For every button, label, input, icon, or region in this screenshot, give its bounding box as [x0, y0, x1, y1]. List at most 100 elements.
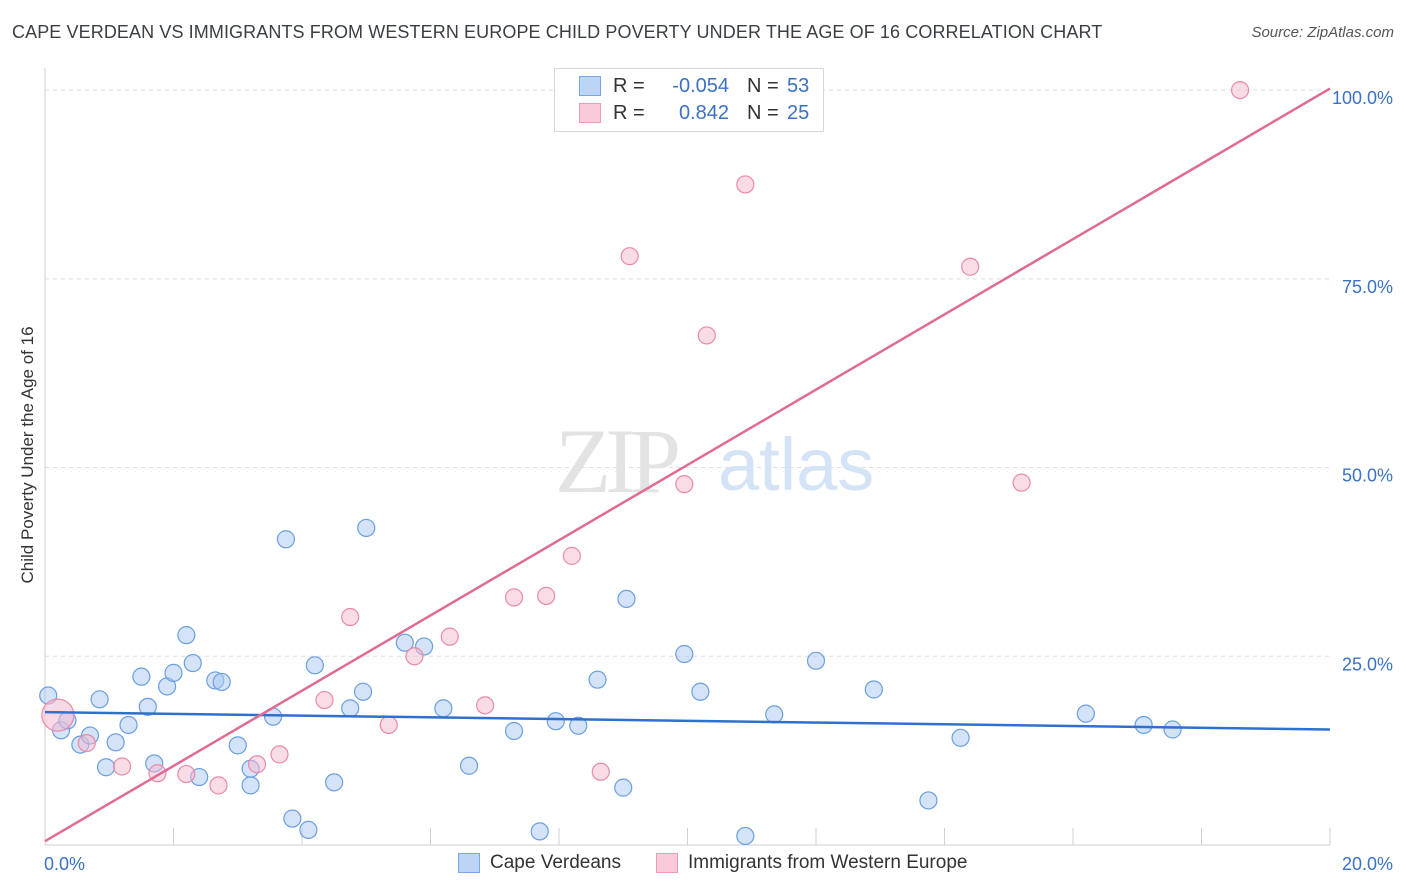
- bottom-legend-swatch-blue: [458, 853, 480, 873]
- y-tick-label: 75.0%: [1342, 277, 1393, 297]
- trend-lines: [44, 87, 1331, 843]
- data-point-pink: [697, 326, 716, 345]
- data-point-pink: [476, 696, 495, 715]
- data-point-pink: [537, 586, 556, 605]
- data-point-pink: [77, 733, 96, 753]
- data-point-blue: [283, 809, 302, 828]
- chart-title: CAPE VERDEAN VS IMMIGRANTS FROM WESTERN …: [12, 22, 1103, 42]
- data-point-blue: [395, 633, 414, 652]
- legend: R = -0.054 N = 53 R = 0.842 N = 25: [554, 68, 824, 132]
- source-label: Source: ZipAtlas.com: [1251, 24, 1394, 41]
- data-point-pink: [341, 607, 360, 627]
- data-point-blue: [305, 656, 324, 675]
- bottom-legend-swatch-pink: [656, 853, 678, 873]
- points-layer: [39, 80, 1250, 846]
- trend-line-pink: [44, 87, 1331, 843]
- legend-swatch-pink: [579, 103, 601, 123]
- data-point-pink: [440, 627, 459, 646]
- data-point-pink: [562, 546, 581, 565]
- data-point-pink: [591, 762, 610, 781]
- data-point-pink: [41, 698, 75, 732]
- data-point-pink: [379, 715, 398, 735]
- data-point-blue: [1134, 715, 1153, 735]
- data-point-pink: [1012, 473, 1031, 492]
- gridlines: [45, 89, 1330, 657]
- data-point-blue: [504, 721, 524, 741]
- data-point-blue: [183, 653, 202, 673]
- y-tick-label: 50.0%: [1342, 466, 1393, 486]
- legend-row-cape-verdeans: R = -0.054 N = 53: [579, 73, 809, 99]
- data-point-blue: [736, 826, 755, 846]
- data-point-blue: [132, 667, 151, 686]
- data-point-blue: [614, 778, 633, 797]
- data-point-blue: [459, 756, 479, 775]
- data-point-blue: [765, 705, 784, 724]
- legend-n-value: 53: [787, 74, 810, 97]
- legend-r-value: -0.054: [672, 74, 729, 97]
- legend-swatch-blue: [579, 76, 601, 96]
- data-point-blue: [241, 776, 260, 795]
- legend-n-label: N =: [747, 101, 779, 124]
- data-point-blue: [864, 680, 883, 699]
- watermark-zip: ZIP: [555, 410, 678, 512]
- data-point-pink: [247, 755, 267, 774]
- data-point-blue: [119, 715, 138, 735]
- legend-row-western-europe: R = 0.842 N = 25: [579, 100, 809, 126]
- legend-n-value: 25: [787, 101, 810, 124]
- x-tick-label: 0.0%: [44, 854, 85, 874]
- data-point-blue: [1076, 704, 1095, 723]
- data-point-blue: [617, 589, 636, 609]
- data-point-blue: [569, 716, 588, 735]
- data-point-blue: [588, 670, 607, 689]
- data-point-pink: [504, 588, 524, 607]
- bottom-legend-western-europe: Immigrants from Western Europe: [656, 852, 967, 874]
- data-point-blue: [228, 736, 247, 755]
- data-point-blue: [675, 644, 694, 664]
- data-point-blue: [691, 682, 710, 701]
- bottom-legend-cape-verdeans: Cape Verdeans: [458, 852, 621, 874]
- x-tick-label: 20.0%: [1342, 854, 1393, 874]
- data-point-pink: [675, 475, 694, 494]
- data-point-blue: [341, 699, 360, 718]
- data-point-pink: [961, 257, 980, 276]
- data-point-blue: [212, 672, 231, 692]
- tick-labels: 25.0% 50.0% 75.0% 100.0% 0.0% 20.0%: [44, 88, 1393, 874]
- legend-r-value: 0.842: [678, 101, 729, 124]
- data-point-blue: [164, 663, 183, 682]
- series-pink: [41, 80, 1250, 795]
- data-point-blue: [276, 530, 296, 549]
- data-point-pink: [209, 776, 228, 795]
- series-blue: [39, 518, 1182, 846]
- data-point-pink: [177, 764, 196, 784]
- legend-r-label: R =: [613, 101, 645, 124]
- bottom-legend-label: Immigrants from Western Europe: [688, 852, 968, 873]
- data-point-pink: [1230, 80, 1250, 100]
- data-point-pink: [270, 745, 289, 764]
- data-point-blue: [299, 820, 318, 840]
- data-point-blue: [357, 518, 376, 538]
- data-point-blue: [90, 690, 109, 709]
- legend-n-label: N =: [747, 74, 779, 97]
- data-point-pink: [112, 757, 132, 776]
- data-point-blue: [546, 712, 565, 731]
- legend-r-label: R =: [613, 74, 645, 97]
- bottom-legend-label: Cape Verdeans: [490, 852, 621, 873]
- data-point-blue: [530, 822, 549, 841]
- data-point-blue: [325, 773, 344, 792]
- y-tick-label: 25.0%: [1342, 654, 1393, 674]
- data-point-blue: [919, 791, 938, 810]
- data-point-pink: [620, 247, 639, 266]
- data-point-blue: [138, 697, 157, 716]
- data-point-blue: [434, 699, 453, 718]
- data-point-pink: [315, 690, 334, 710]
- y-tick-label: 100.0%: [1332, 88, 1393, 108]
- data-point-blue: [806, 651, 826, 670]
- data-point-blue: [96, 758, 116, 777]
- data-point-blue: [1163, 720, 1182, 739]
- watermark: ZIP atlas: [555, 410, 874, 512]
- data-point-blue: [106, 733, 125, 752]
- data-point-blue: [951, 728, 970, 747]
- data-point-pink: [405, 647, 424, 666]
- data-point-blue: [353, 682, 373, 701]
